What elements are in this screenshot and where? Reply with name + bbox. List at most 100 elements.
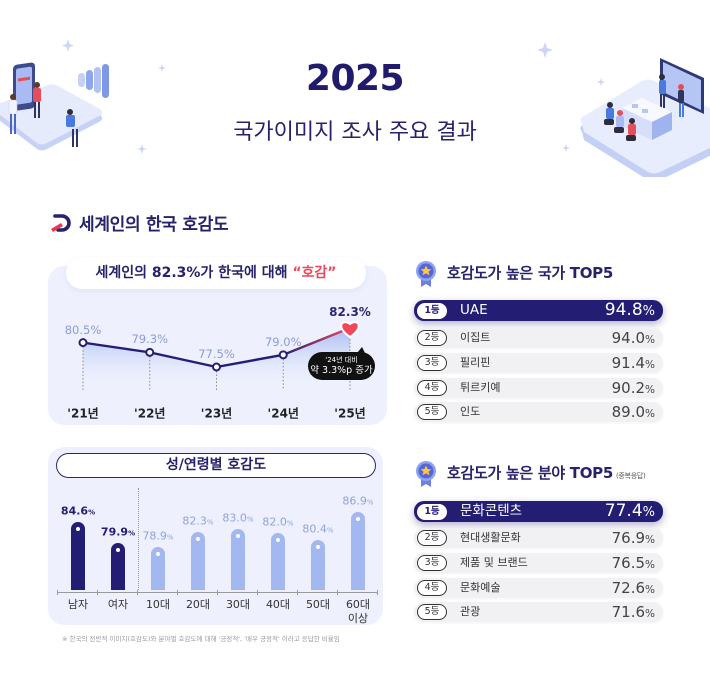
bar-dot xyxy=(356,516,360,521)
line-value-label: 82.3% xyxy=(329,305,371,319)
rank-badge: 4등 xyxy=(417,580,447,596)
rating-value: 94.8% xyxy=(604,300,655,320)
bar-value-label: 83.0% xyxy=(222,511,254,525)
trend-headline-text: 세계인의 82.3%가 한국에 대해 xyxy=(95,265,293,281)
x-axis-label: 60대 이상 xyxy=(345,598,371,625)
rank-badge: 1등 xyxy=(417,302,447,319)
country-rank-row: 2등 이집트 94.0% xyxy=(414,328,663,348)
bar-value-label: 86.9% xyxy=(342,494,374,508)
bar-value-label: 80.4% xyxy=(302,522,334,536)
x-axis-tick xyxy=(137,590,138,595)
x-axis-label: 40대 xyxy=(265,598,291,611)
tooltip-caption: '24년 대비 xyxy=(325,356,358,364)
field-rank-row: 5등 관광 71.6% xyxy=(414,602,663,622)
x-axis-tick xyxy=(297,590,298,595)
bar-dot xyxy=(236,534,240,539)
footnote: ※ 한국의 전반적 이미지(호감도)와 분야별 호감도에 대해 '긍정적', '… xyxy=(62,635,340,643)
rating-value: 94.0% xyxy=(611,329,655,347)
field-rank-row: 2등 현대생활문화 76.9% xyxy=(414,528,663,548)
rank-badge: 3등 xyxy=(417,355,447,371)
rank-badge: 5등 xyxy=(417,604,447,620)
bar xyxy=(151,546,165,590)
bar-dot xyxy=(196,537,200,542)
country-name: 튀르키예 xyxy=(460,381,501,394)
rank-badge: 3등 xyxy=(417,555,447,571)
field-name: 제품 및 브랜드 xyxy=(460,556,528,569)
rating-value: 91.4% xyxy=(611,354,655,372)
line-chart xyxy=(78,321,360,390)
data-point xyxy=(145,347,155,357)
line-value-label: 79.0% xyxy=(264,334,302,349)
line-value-label: 80.5% xyxy=(64,322,102,337)
trend-line-last-segment xyxy=(282,326,351,356)
gender-age-separator xyxy=(138,488,139,590)
data-point xyxy=(278,350,288,360)
country-name: 필리핀 xyxy=(460,356,491,369)
trend-headline-highlight: “호감” xyxy=(292,265,337,281)
x-axis-label: '25년 xyxy=(334,406,366,421)
x-axis-tick xyxy=(377,590,378,595)
medal-icon xyxy=(416,261,436,287)
bar xyxy=(191,532,205,590)
rating-value: 77.4% xyxy=(604,501,655,521)
x-axis-label: '21년 xyxy=(67,406,99,421)
country-rank-row: 3등 필리핀 91.4% xyxy=(414,353,663,373)
tooltip-value: 약 3.3%p 증가 xyxy=(310,365,373,376)
page-title-year: 2025 xyxy=(305,58,405,99)
bar-value-label: 78.9% xyxy=(142,529,174,543)
demographic-chart-card: 성/연령별 호감도 84.6% 남자 79.9% 여자 78.9% 10대 82.3% 20대… xyxy=(48,447,383,625)
country-rank-row: 5등 인도 89.0% xyxy=(414,402,663,422)
rank-badge: 2등 xyxy=(417,330,447,346)
x-axis-tick xyxy=(97,590,98,595)
rating-value: 89.0% xyxy=(611,403,655,421)
section-logo-icon xyxy=(51,214,71,232)
bar-value-label: 79.9% xyxy=(100,525,136,539)
bar-value-label: 84.6% xyxy=(60,504,96,518)
field-name: 문화예술 xyxy=(460,581,501,594)
change-tooltip: '24년 대비 약 3.3%p 증가 xyxy=(308,347,375,380)
country-name: UAE xyxy=(460,302,488,318)
field-top5-title: 호감도가 높은 분야 TOP5 (중복응답) xyxy=(447,462,646,483)
illustration-left xyxy=(0,62,109,151)
bar xyxy=(351,511,365,590)
x-axis-tick xyxy=(337,590,338,595)
x-axis-tick xyxy=(257,590,258,595)
heart-icon xyxy=(340,321,360,339)
x-axis-label: 10대 xyxy=(145,598,171,611)
bar-dot xyxy=(76,527,80,532)
field-rank-row: 1등 문화콘텐츠 77.4% xyxy=(414,501,663,522)
bar-dot xyxy=(276,538,280,543)
rating-value: 71.6% xyxy=(611,603,655,621)
field-top5-note: (중복응답) xyxy=(615,472,646,480)
bar xyxy=(271,533,285,590)
rank-badge: 5등 xyxy=(417,404,447,420)
x-axis-label: 20대 xyxy=(185,598,211,611)
trend-chart-card: '24년 대비 약 3.3%p 증가 80.5% '21년 79.3% '22년 77.… xyxy=(48,266,387,425)
demographic-title: 성/연령별 호감도 xyxy=(56,453,376,478)
country-name: 이집트 xyxy=(460,331,491,344)
line-value-label: 79.3% xyxy=(131,332,169,347)
field-rank-row: 3등 제품 및 브랜드 76.5% xyxy=(414,553,663,573)
x-axis-label: 30대 xyxy=(225,598,251,611)
bar-dot xyxy=(116,547,120,552)
x-axis-label: 남자 xyxy=(67,598,89,611)
field-name: 관광 xyxy=(460,605,481,618)
field-name: 현대생활문화 xyxy=(460,531,521,544)
x-axis-label: '23년 xyxy=(200,406,233,421)
x-axis-tick xyxy=(217,590,218,595)
illustration-right xyxy=(580,58,710,177)
page-subtitle: 국가이미지 조사 주요 결과 xyxy=(233,120,477,145)
bar-dot xyxy=(316,545,320,550)
bar xyxy=(311,540,325,590)
bar xyxy=(231,529,245,590)
rank-badge: 4등 xyxy=(417,380,447,396)
rank-badge: 2등 xyxy=(417,530,447,546)
country-rank-row: 4등 튀르키예 90.2% xyxy=(414,378,663,398)
country-name: 인도 xyxy=(460,405,481,418)
rating-value: 90.2% xyxy=(611,379,655,397)
field-top5-title-text: 호감도가 높은 분야 TOP5 xyxy=(447,464,613,482)
rating-value: 76.9% xyxy=(611,529,655,547)
rating-value: 76.5% xyxy=(611,554,655,572)
country-rank-row: 1등 UAE 94.8% xyxy=(414,300,663,321)
x-axis-label: 50대 xyxy=(305,598,331,611)
